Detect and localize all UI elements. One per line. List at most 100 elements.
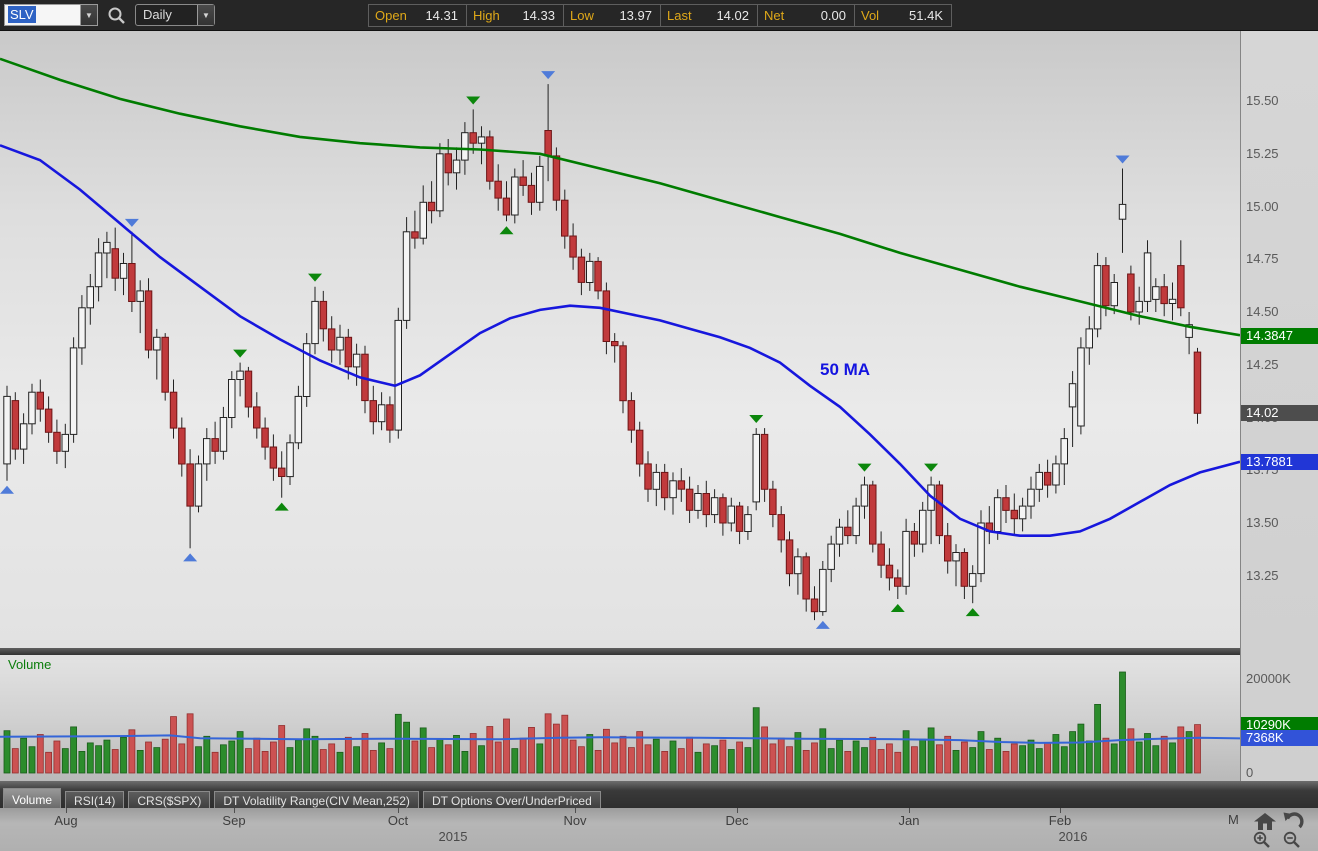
- swing-marker-down: [924, 463, 939, 472]
- volume-bar: [777, 737, 785, 774]
- stat-vol-value: 51.4K: [909, 8, 943, 23]
- volume-bar: [103, 739, 111, 774]
- swing-marker-up: [890, 603, 905, 612]
- tab-crs-spx[interactable]: CRS($SPX): [128, 791, 211, 808]
- volume-bar: [836, 739, 843, 774]
- volume-bar: [1144, 733, 1151, 774]
- candle-body: [752, 433, 760, 503]
- volume-bar: [478, 745, 485, 774]
- symbol-combobox[interactable]: SLV ▼: [4, 4, 98, 26]
- candle-body: [1035, 471, 1043, 490]
- volume-bar: [444, 744, 452, 774]
- zoom-out-icon[interactable]: [1283, 831, 1301, 849]
- candle-body: [860, 484, 869, 507]
- zoom-in-icon[interactable]: [1253, 831, 1271, 849]
- volume-bar: [386, 748, 394, 774]
- candle-body: [619, 345, 627, 402]
- tab-rsi-14[interactable]: RSI(14): [65, 791, 125, 808]
- candle-body: [894, 577, 902, 587]
- volume-bar: [403, 721, 411, 774]
- candle-body: [760, 433, 769, 490]
- candle-body: [935, 484, 944, 537]
- volume-bar: [369, 750, 377, 774]
- swing-marker-up: [815, 620, 830, 629]
- candle-body: [19, 423, 28, 450]
- search-button[interactable]: [107, 6, 127, 25]
- candle-body: [352, 353, 361, 368]
- symbol-dropdown-arrow[interactable]: ▼: [80, 5, 97, 25]
- candlestick-chart[interactable]: [0, 0, 1240, 781]
- timeframe-dropdown-arrow[interactable]: ▼: [197, 5, 214, 25]
- candle-body: [228, 379, 236, 418]
- candle-body: [586, 260, 594, 283]
- volume-bar: [969, 747, 977, 774]
- symbol-input[interactable]: SLV: [5, 5, 80, 25]
- tab-dt-options-over-underpriced[interactable]: DT Options Over/UnderPriced: [422, 791, 601, 808]
- volume-bar: [1010, 743, 1018, 774]
- volume-bar: [3, 730, 11, 774]
- volume-bar: [985, 749, 993, 774]
- swing-marker-down: [1115, 155, 1130, 164]
- volume-bar: [1077, 723, 1085, 774]
- candle-body: [11, 400, 20, 450]
- candle-body: [1043, 471, 1052, 486]
- undo-icon[interactable]: [1282, 812, 1304, 830]
- volume-bar: [894, 751, 902, 774]
- swing-marker-up: [499, 226, 514, 235]
- candle-body: [794, 556, 802, 575]
- candle-body: [735, 505, 744, 532]
- volume-pane-label: Volume: [8, 657, 52, 672]
- volume-bar: [278, 725, 286, 774]
- volume-bar: [1085, 740, 1093, 774]
- volume-bar: [669, 740, 677, 774]
- home-icon[interactable]: [1254, 813, 1276, 830]
- volume-bar: [1052, 734, 1060, 774]
- pane-separator[interactable]: [0, 648, 1240, 655]
- volume-bar: [61, 748, 69, 774]
- stat-open-value: 14.31: [425, 8, 458, 23]
- candle-body: [3, 395, 11, 465]
- volume-bar: [1127, 728, 1135, 774]
- volume-bar: [503, 718, 510, 774]
- volume-bar: [961, 741, 968, 774]
- volume-bar: [28, 746, 36, 774]
- timeframe-combobox[interactable]: Daily ▼: [135, 4, 215, 26]
- tab-volume[interactable]: Volume: [3, 788, 62, 808]
- candle-body: [461, 132, 469, 161]
- volume-bar: [686, 736, 693, 774]
- volume-bar: [78, 751, 86, 774]
- candle-body: [952, 552, 960, 562]
- volume-bar: [902, 730, 910, 774]
- volume-bar: [1094, 704, 1101, 774]
- volume-bar: [677, 748, 685, 774]
- volume-bar: [70, 726, 77, 774]
- date-axis-band[interactable]: [0, 808, 1318, 851]
- volume-bar: [303, 728, 311, 774]
- ma50-line: [0, 144, 1240, 538]
- symbol-selected-text: SLV: [8, 6, 36, 23]
- volume-bar: [178, 743, 186, 774]
- stat-open-label: Open: [375, 8, 407, 23]
- candle-body: [677, 480, 686, 490]
- volume-bar: [1019, 745, 1026, 774]
- tab-dt-volatility-range-civ-mean-252[interactable]: DT Volatility Range(CIV Mean,252): [214, 791, 419, 808]
- volume-bar: [153, 747, 161, 774]
- candle-body: [1152, 286, 1160, 300]
- volume-bar: [1110, 743, 1118, 774]
- stat-low-label: Low: [570, 8, 594, 23]
- price-pane[interactable]: [0, 30, 1240, 648]
- swing-marker-down: [466, 96, 481, 105]
- candle-body: [502, 197, 511, 216]
- volume-bar: [628, 747, 635, 774]
- volume-bar: [1102, 737, 1110, 774]
- volume-bar: [111, 749, 119, 774]
- price-axis-column[interactable]: [1240, 30, 1318, 781]
- volume-bar: [702, 743, 710, 774]
- candle-body: [294, 395, 303, 444]
- candle-body: [144, 290, 153, 351]
- stat-vol: Vol 51.4K: [854, 5, 951, 26]
- volume-bar: [486, 726, 494, 774]
- candle-body: [552, 155, 561, 201]
- candle-body: [194, 463, 203, 507]
- volume-bar: [286, 747, 294, 774]
